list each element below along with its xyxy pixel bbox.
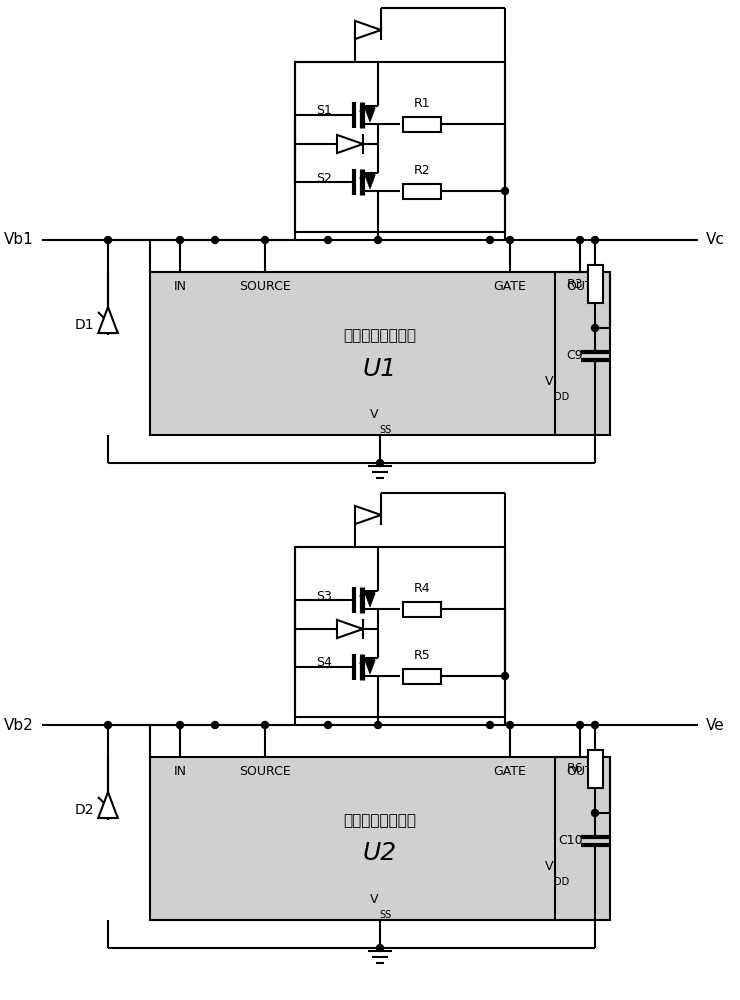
Text: 理想二极管控制器: 理想二极管控制器 bbox=[343, 813, 417, 828]
Circle shape bbox=[374, 236, 382, 243]
Circle shape bbox=[261, 236, 269, 243]
Text: R2: R2 bbox=[414, 164, 431, 177]
Polygon shape bbox=[337, 135, 363, 153]
Text: C9: C9 bbox=[566, 349, 583, 362]
Text: D1: D1 bbox=[75, 318, 94, 332]
Polygon shape bbox=[365, 660, 375, 674]
Circle shape bbox=[104, 236, 112, 243]
Text: Ve: Ve bbox=[706, 718, 724, 732]
Text: U1: U1 bbox=[363, 357, 397, 380]
Text: Vc: Vc bbox=[706, 232, 725, 247]
Circle shape bbox=[212, 722, 218, 728]
Text: SS: SS bbox=[379, 425, 391, 435]
Circle shape bbox=[591, 324, 599, 332]
Text: Vb2: Vb2 bbox=[4, 718, 34, 732]
Text: S2: S2 bbox=[316, 172, 332, 184]
Text: GATE: GATE bbox=[494, 280, 526, 293]
Bar bbox=[403, 601, 441, 616]
Polygon shape bbox=[365, 175, 375, 189]
Text: V: V bbox=[545, 860, 553, 873]
Bar bbox=[295, 547, 505, 717]
Text: IN: IN bbox=[173, 280, 186, 293]
Circle shape bbox=[377, 460, 383, 466]
Text: V: V bbox=[369, 893, 378, 906]
Bar bbox=[403, 116, 441, 131]
Circle shape bbox=[374, 722, 382, 728]
Polygon shape bbox=[98, 792, 118, 818]
Polygon shape bbox=[355, 506, 381, 524]
Text: R5: R5 bbox=[414, 649, 431, 662]
Circle shape bbox=[591, 236, 599, 243]
Text: Vb1: Vb1 bbox=[4, 232, 34, 247]
Circle shape bbox=[486, 236, 494, 243]
Text: R3: R3 bbox=[566, 277, 583, 290]
Text: R6: R6 bbox=[566, 762, 583, 776]
Polygon shape bbox=[365, 593, 375, 607]
Text: C10: C10 bbox=[559, 834, 583, 847]
Circle shape bbox=[591, 722, 599, 728]
Circle shape bbox=[212, 236, 218, 243]
Circle shape bbox=[591, 810, 599, 816]
Circle shape bbox=[261, 722, 269, 728]
Text: D2: D2 bbox=[75, 803, 94, 817]
Circle shape bbox=[576, 722, 584, 728]
Bar bbox=[588, 750, 602, 788]
Circle shape bbox=[576, 236, 584, 243]
Polygon shape bbox=[98, 307, 118, 333]
Bar bbox=[403, 184, 441, 198]
Text: GATE: GATE bbox=[494, 765, 526, 778]
Text: DD: DD bbox=[554, 392, 569, 402]
Circle shape bbox=[506, 722, 514, 728]
Text: SOURCE: SOURCE bbox=[239, 765, 291, 778]
Circle shape bbox=[325, 722, 332, 728]
Circle shape bbox=[325, 236, 332, 243]
Text: 理想二极管控制器: 理想二极管控制器 bbox=[343, 328, 417, 343]
Bar bbox=[295, 62, 505, 232]
Circle shape bbox=[502, 672, 508, 680]
Bar bbox=[150, 757, 610, 920]
Circle shape bbox=[502, 188, 508, 194]
Circle shape bbox=[486, 722, 494, 728]
Text: V: V bbox=[545, 375, 553, 388]
Bar bbox=[150, 272, 610, 435]
Bar bbox=[588, 265, 602, 303]
Polygon shape bbox=[365, 108, 375, 122]
Text: IN: IN bbox=[173, 765, 186, 778]
Circle shape bbox=[377, 944, 383, 952]
Bar bbox=[403, 668, 441, 684]
Circle shape bbox=[506, 236, 514, 243]
Text: U2: U2 bbox=[363, 842, 397, 865]
Text: S3: S3 bbox=[316, 589, 332, 602]
Text: R4: R4 bbox=[414, 582, 431, 595]
Text: R1: R1 bbox=[414, 97, 431, 110]
Text: SS: SS bbox=[379, 910, 391, 920]
Text: OUT: OUT bbox=[567, 280, 593, 293]
Text: SOURCE: SOURCE bbox=[239, 280, 291, 293]
Polygon shape bbox=[355, 21, 381, 39]
Circle shape bbox=[177, 236, 184, 243]
Text: OUT: OUT bbox=[567, 765, 593, 778]
Circle shape bbox=[177, 722, 184, 728]
Circle shape bbox=[104, 722, 112, 728]
Text: V: V bbox=[369, 408, 378, 421]
Text: DD: DD bbox=[554, 877, 569, 887]
Polygon shape bbox=[337, 620, 363, 638]
Text: S4: S4 bbox=[316, 656, 332, 670]
Text: S1: S1 bbox=[316, 104, 332, 117]
